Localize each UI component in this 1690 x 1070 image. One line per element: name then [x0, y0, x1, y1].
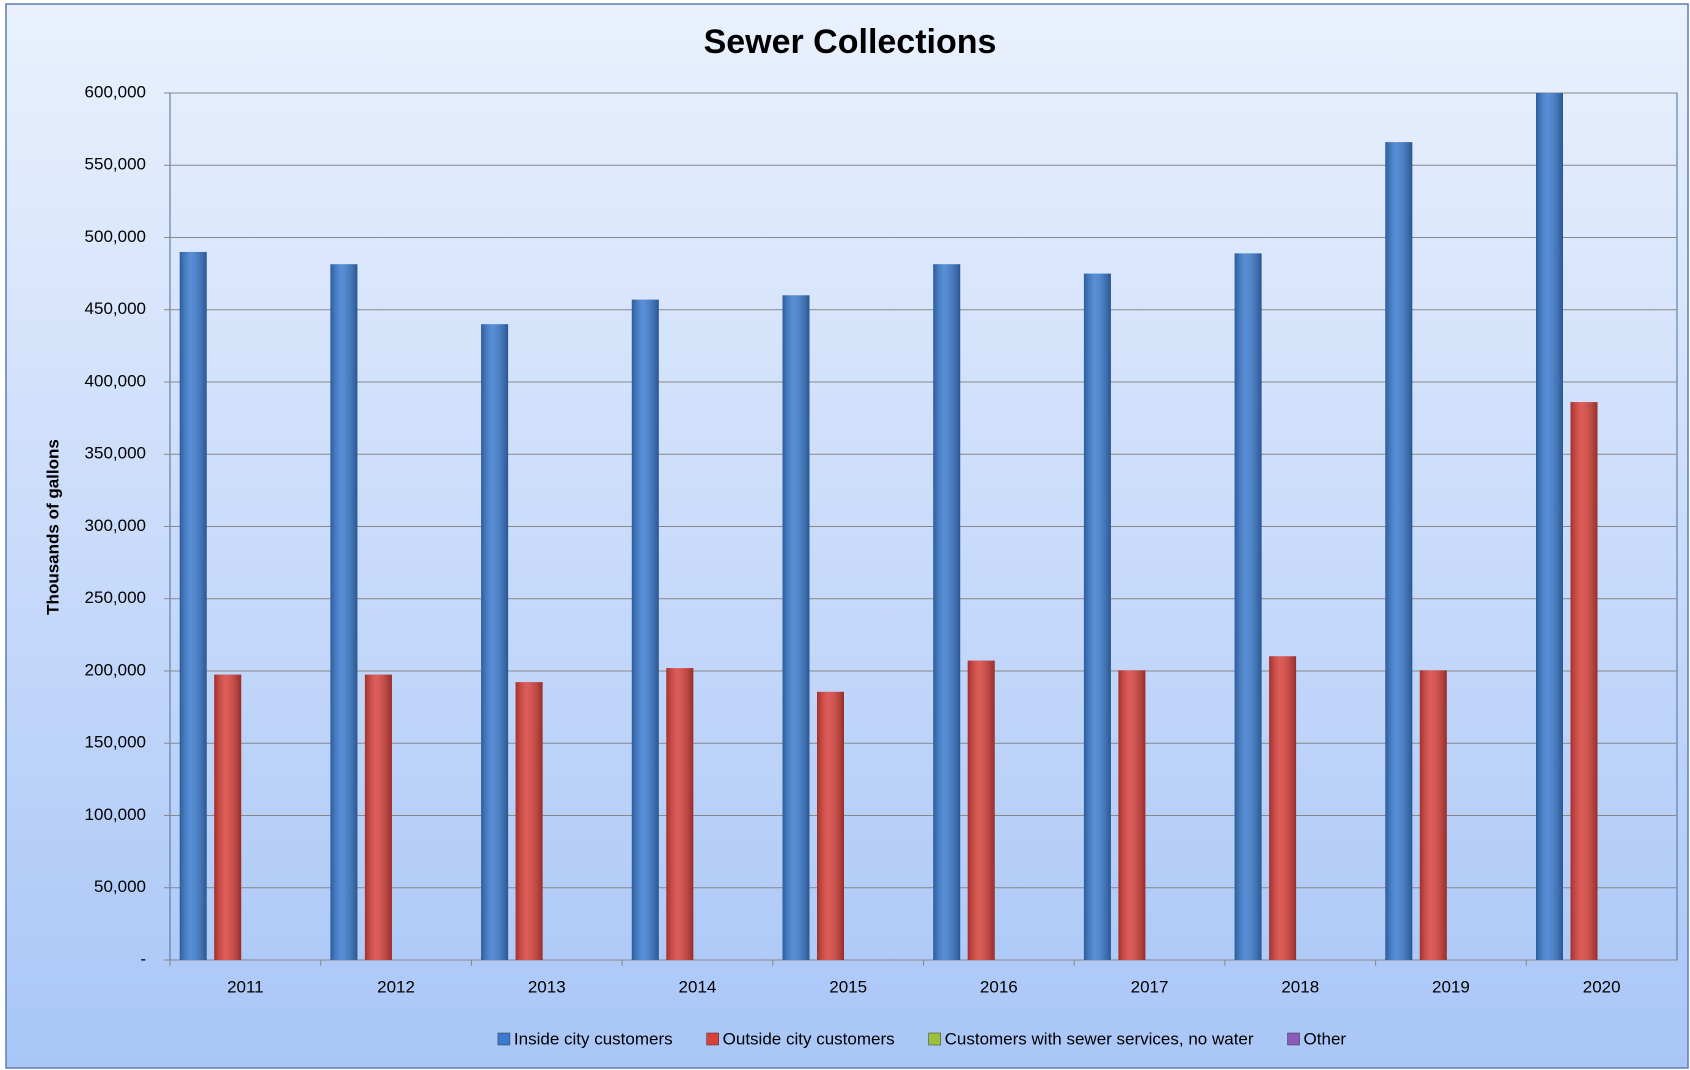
y-tick-label: 250,000	[85, 588, 146, 607]
bar-group	[817, 691, 844, 960]
x-tick-label: 2019	[1432, 977, 1470, 996]
bar-shade	[481, 324, 509, 960]
x-tick-label: 2014	[679, 977, 717, 996]
y-tick-label: 200,000	[85, 660, 146, 679]
legend-label: Outside city customers	[723, 1029, 895, 1048]
y-tick-label: 550,000	[85, 155, 146, 174]
legend-swatch	[497, 1032, 511, 1046]
bar-shade	[666, 668, 694, 960]
bar-shade	[782, 295, 810, 960]
x-tick-label: 2015	[829, 977, 867, 996]
y-tick-label: 400,000	[85, 371, 146, 390]
x-tick-label: 2012	[377, 977, 415, 996]
chart-title: Sewer Collections	[704, 23, 997, 61]
bar-group	[1419, 670, 1447, 960]
bar-group	[1083, 273, 1111, 960]
bar-group	[214, 674, 242, 960]
bar-shade	[933, 264, 961, 960]
bar-group	[364, 674, 392, 960]
x-tick-label: 2013	[528, 977, 566, 996]
bar-shade	[817, 691, 844, 960]
bar-group	[481, 324, 509, 960]
x-tick-label: 2017	[1131, 977, 1169, 996]
y-tick-label: 150,000	[85, 733, 146, 752]
bar-group	[933, 264, 961, 960]
bar-shade	[1570, 402, 1598, 960]
bar-group	[782, 295, 810, 960]
bar-group	[666, 668, 694, 960]
legend-label: Customers with sewer services, no water	[945, 1029, 1254, 1048]
bar-group	[515, 682, 543, 960]
bar-shade	[631, 299, 659, 960]
bar-group	[1385, 142, 1413, 960]
y-tick-label: 100,000	[85, 805, 146, 824]
bar-group	[631, 299, 659, 960]
bar-group	[1536, 93, 1563, 960]
legend: Inside city customers Outside city custom…	[497, 1029, 1347, 1048]
bar-shade	[1419, 670, 1447, 960]
bar-shade	[364, 674, 392, 960]
bar-shade	[1118, 670, 1146, 960]
bar-group	[330, 264, 358, 960]
bar-group	[1570, 402, 1598, 960]
legend-swatch	[928, 1032, 941, 1046]
y-tick-label: 450,000	[85, 299, 146, 318]
legend-swatch	[706, 1032, 719, 1046]
y-tick-label: 350,000	[85, 444, 146, 463]
bar-shade	[967, 660, 995, 960]
x-tick-label: 2018	[1281, 977, 1319, 996]
bar-group	[1234, 253, 1262, 960]
bar-shade	[1234, 253, 1262, 960]
y-tick-label: 50,000	[94, 877, 146, 896]
bar-shade	[214, 674, 242, 960]
bar-group	[179, 251, 207, 960]
bar-shade	[1385, 142, 1413, 960]
y-tick-label: 500,000	[85, 227, 146, 246]
y-axis-label: Thousands of gallons	[43, 439, 62, 615]
x-tick-label: 2016	[980, 977, 1018, 996]
y-tick-label: -	[140, 949, 146, 968]
bar-shade	[515, 682, 543, 960]
bar-shade	[179, 251, 207, 960]
y-tick-label: 600,000	[85, 82, 146, 101]
bar-shade	[1536, 93, 1563, 960]
legend-label: Inside city customers	[514, 1029, 673, 1048]
bar-group	[967, 660, 995, 960]
x-tick-label: 2020	[1583, 977, 1621, 996]
bar-shade	[1083, 273, 1111, 960]
bar-shade	[1269, 656, 1297, 960]
legend-swatch	[1287, 1032, 1300, 1046]
y-tick-label: 300,000	[85, 516, 146, 535]
bar-group	[1269, 656, 1297, 960]
legend-label: Other	[1304, 1029, 1347, 1048]
bar-group	[1118, 670, 1146, 960]
x-tick-label: 2011	[227, 977, 264, 996]
bar-shade	[330, 264, 358, 960]
